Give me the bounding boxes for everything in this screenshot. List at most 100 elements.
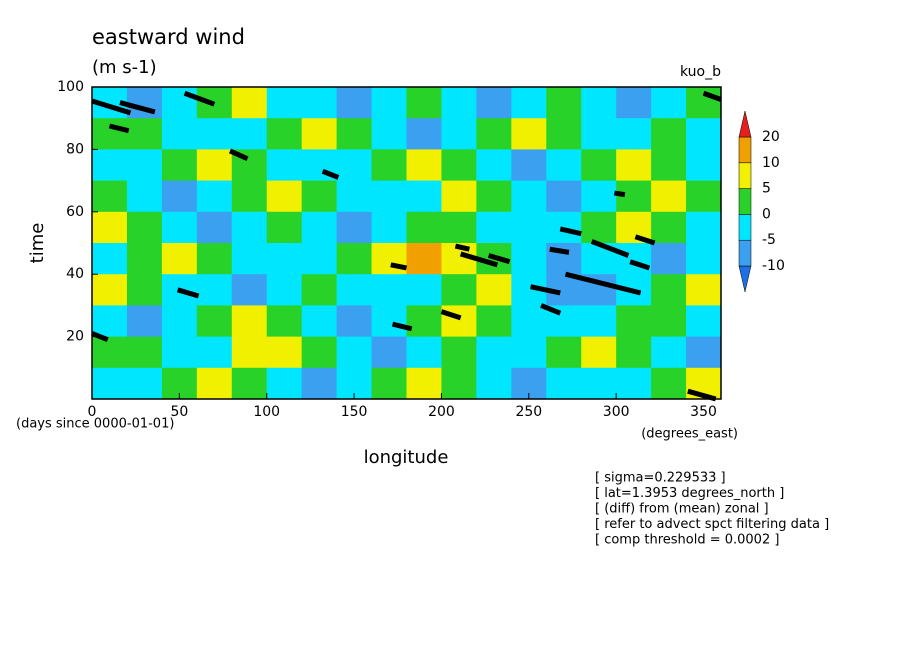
y-axis-label: time — [27, 223, 48, 264]
y-tick-label: 80 — [66, 141, 84, 157]
field-cell — [301, 118, 338, 150]
colorbar-label: 10 — [762, 155, 780, 171]
field-cell — [92, 305, 128, 338]
field-cell — [441, 211, 477, 244]
field-cell — [651, 211, 687, 244]
field-cell — [266, 118, 303, 150]
field-cell — [231, 336, 268, 369]
field-cell — [196, 305, 233, 338]
field-cell — [231, 243, 268, 275]
field-cell — [196, 274, 233, 306]
field-cell — [406, 149, 442, 182]
field-cell — [301, 211, 338, 244]
filtered-segment — [540, 303, 562, 316]
field-cell — [92, 211, 128, 244]
chart-subtitle: (m s-1) — [92, 57, 157, 78]
field-cell — [126, 211, 163, 244]
field-cell — [161, 211, 198, 244]
segments — [91, 90, 722, 402]
filtered-segment — [634, 234, 656, 246]
field-cell — [266, 243, 303, 275]
field-cell — [546, 87, 582, 119]
filtered-segment — [108, 123, 130, 134]
field-cell — [126, 118, 163, 150]
colorbar-box — [738, 214, 752, 241]
colorbar-label: 5 — [762, 181, 771, 197]
filtered-segment — [183, 90, 216, 107]
field-cell — [196, 118, 233, 150]
field-cell — [581, 305, 617, 338]
field-cell — [92, 274, 128, 306]
field-cell — [581, 367, 617, 400]
field-cell — [126, 180, 163, 213]
field-cell — [196, 149, 233, 182]
colorbar-label: 20 — [762, 129, 780, 145]
filtered-segment — [119, 100, 156, 115]
field-cell — [126, 87, 163, 119]
filtered-segment — [590, 239, 630, 258]
field-cell — [161, 149, 198, 182]
filtered-segment — [229, 148, 249, 162]
field-cell — [336, 118, 373, 150]
field-cell — [441, 305, 477, 338]
field-cell — [231, 305, 268, 338]
field-cell — [651, 367, 687, 400]
field-cell — [441, 149, 477, 182]
field-cell — [476, 274, 512, 306]
field-cell — [371, 243, 407, 275]
field-cell — [441, 336, 477, 369]
field-cell — [371, 87, 407, 119]
field-cell — [266, 305, 303, 338]
field-cell — [406, 305, 442, 338]
field-cell — [196, 211, 233, 244]
field-cell — [651, 149, 687, 182]
field-cell — [616, 87, 652, 119]
filtered-segment — [687, 388, 717, 402]
field-cell — [266, 180, 303, 213]
field-cell — [92, 336, 128, 369]
field-cell — [161, 180, 198, 213]
colorbar-label: -5 — [762, 232, 776, 248]
field-cell — [92, 149, 128, 182]
field-cell — [231, 180, 268, 213]
note: [ sigma=0.229533 ] — [595, 471, 726, 486]
x-tick-label: 150 — [341, 404, 368, 420]
field-cell — [301, 305, 338, 338]
field-cell — [301, 180, 338, 213]
field-cell — [581, 211, 617, 244]
field-cell — [336, 243, 373, 275]
field-cell — [406, 180, 442, 213]
field-cell — [406, 118, 442, 150]
filtered-segment — [91, 331, 109, 343]
colorbar-box — [738, 239, 752, 267]
x-axis-label: longitude — [364, 447, 449, 468]
field-cell — [406, 274, 442, 306]
filtered-segment — [629, 259, 651, 271]
field-cell — [336, 87, 373, 119]
field-cell — [616, 149, 652, 182]
filtered-segment — [390, 262, 407, 271]
field-cell — [126, 367, 163, 400]
field-cell — [371, 149, 407, 182]
field-cell — [336, 149, 373, 182]
filtered-segment — [564, 271, 642, 296]
field-cell — [336, 336, 373, 369]
field-cell — [686, 118, 722, 150]
note: [ comp threshold = 0.0002 ] — [595, 533, 779, 548]
y-tick-label: 20 — [66, 329, 84, 345]
field-cell — [266, 87, 303, 119]
field-cell — [511, 243, 547, 275]
field-cell — [441, 87, 477, 119]
field-cell — [441, 180, 477, 213]
field-cell — [476, 305, 512, 338]
field-cell — [581, 180, 617, 213]
field-cell — [266, 211, 303, 244]
field-cell — [92, 367, 128, 400]
field-cell — [686, 87, 722, 119]
field-cell — [476, 211, 512, 244]
x-unit-label: (degrees_east) — [641, 427, 738, 442]
field-cell — [371, 274, 407, 306]
field-cell — [371, 118, 407, 150]
field-cell — [651, 180, 687, 213]
